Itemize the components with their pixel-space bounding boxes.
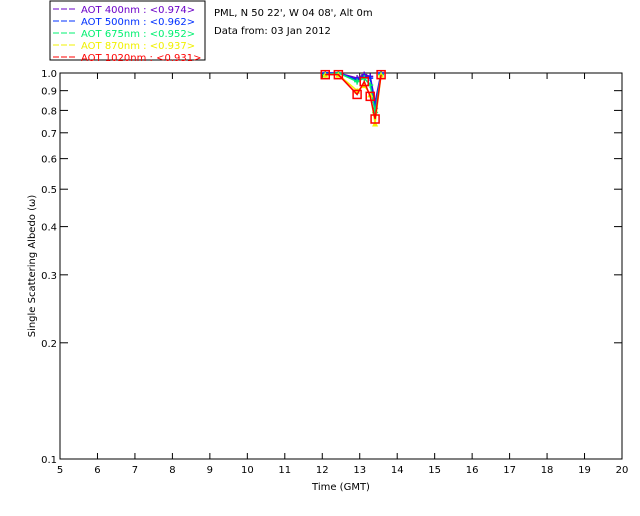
- data-point: [376, 69, 386, 80]
- data-point: [354, 78, 361, 85]
- y-tick-label: 0.3: [41, 271, 57, 282]
- location-text: PML, N 50 22', W 04 08', Alt 0m: [214, 8, 373, 19]
- x-tick-label: 5: [57, 465, 63, 476]
- y-tick-label: 1.0: [41, 69, 57, 80]
- y-tick-label: 0.8: [41, 106, 57, 117]
- data-point: [352, 89, 362, 100]
- x-tick-label: 12: [316, 465, 329, 476]
- data-point: [333, 69, 344, 80]
- y-tick-label: 0.2: [41, 339, 57, 350]
- x-tick-label: 18: [541, 465, 554, 476]
- legend-label: AOT 1020nm : <0.931>: [81, 53, 201, 64]
- legend: AOT 400nm : <0.974>AOT 500nm : <0.962>AO…: [53, 5, 201, 64]
- legend-label: AOT 400nm : <0.974>: [81, 5, 195, 16]
- y-tick-label: 0.1: [41, 455, 57, 466]
- y-tick-label: 0.4: [41, 223, 57, 234]
- y-tick-label: 0.9: [41, 87, 57, 98]
- data-marks: [320, 69, 386, 127]
- x-tick-label: 10: [241, 465, 254, 476]
- y-tick-label: 0.7: [41, 129, 57, 140]
- plot-frame: [59, 72, 623, 460]
- legend-label: AOT 500nm : <0.962>: [81, 17, 195, 28]
- x-tick-label: 14: [391, 465, 404, 476]
- x-tick-label: 6: [94, 465, 100, 476]
- data-point: [320, 69, 331, 80]
- x-tick-label: 16: [466, 465, 479, 476]
- x-axis-label: Time (GMT): [311, 482, 370, 493]
- x-tick-label: 19: [578, 465, 591, 476]
- data-point: [365, 91, 375, 102]
- x-tick-label: 15: [428, 465, 441, 476]
- y-tick-label: 0.6: [41, 155, 57, 166]
- legend-label: AOT 675nm : <0.952>: [81, 29, 195, 40]
- data-point: [370, 114, 380, 124]
- x-tick-label: 11: [278, 465, 291, 476]
- data-point: [359, 76, 369, 87]
- axes: 5 6 7 8 9 10 11 12 13 14 15 16 17 18 19 20 0.1 0.2 0.3 0.4 0…: [41, 69, 628, 476]
- x-tick-label: 17: [503, 465, 516, 476]
- date-text: Data from: 03 Jan 2012: [214, 26, 331, 37]
- series-line: [325, 73, 382, 120]
- legend-box: [49, 0, 206, 61]
- y-tick-label: 0.5: [41, 185, 57, 196]
- legend-label: AOT 870nm : <0.937>: [81, 41, 195, 52]
- y-axis-label: Single Scattering Albedo (ω): [27, 195, 38, 338]
- x-tick-label: 20: [616, 465, 629, 476]
- x-tick-label: 8: [169, 465, 175, 476]
- x-tick-label: 7: [132, 465, 138, 476]
- x-tick-label: 9: [207, 465, 213, 476]
- x-tick-label: 13: [353, 465, 366, 476]
